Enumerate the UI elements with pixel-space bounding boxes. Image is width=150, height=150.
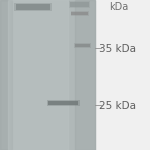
Bar bbox=[75, 44, 90, 47]
Bar bbox=[74, 43, 91, 48]
Bar bbox=[48, 101, 78, 105]
Bar bbox=[14, 3, 52, 11]
Bar bbox=[69, 2, 90, 8]
Bar bbox=[0, 0, 94, 150]
Bar bbox=[16, 4, 50, 10]
Text: 25 kDa: 25 kDa bbox=[99, 101, 136, 111]
Bar bbox=[46, 100, 80, 106]
Bar bbox=[75, 0, 94, 150]
Bar bbox=[70, 2, 89, 7]
Bar bbox=[70, 11, 88, 16]
Text: kDa: kDa bbox=[109, 2, 128, 12]
Bar bbox=[0, 0, 12, 150]
Text: 35 kDa: 35 kDa bbox=[99, 44, 136, 54]
Bar bbox=[8, 0, 68, 150]
Bar bbox=[71, 12, 88, 15]
